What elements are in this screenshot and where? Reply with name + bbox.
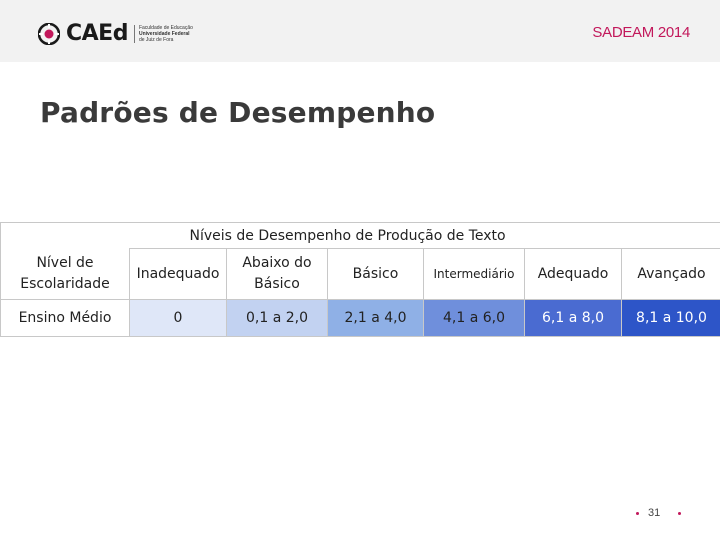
logo-tagline-line: Universidade Federal <box>138 31 190 37</box>
page-number: 31 <box>648 507 661 519</box>
logo-tagline-line: de Juiz de Fora <box>138 37 174 43</box>
logo-tagline: Faculdade de Educação Universidade Feder… <box>133 25 195 43</box>
value-cell-intermediario: 4,1 a 6,0 <box>423 299 525 337</box>
footer-dot-icon <box>678 512 681 515</box>
footer-dot-icon <box>636 512 639 515</box>
header-band <box>0 0 720 62</box>
table-caption-row: Níveis de Desempenho de Produção de Text… <box>0 222 720 249</box>
value-cell-basico: 2,1 a 4,0 <box>327 299 424 337</box>
caed-logo: CAEd Faculdade de Educação Universidade … <box>38 21 195 47</box>
column-header: Abaixo do Básico <box>226 248 328 300</box>
column-header: Inadequado <box>129 248 227 300</box>
table-corner-cell <box>0 222 130 249</box>
caed-logo-icon <box>38 23 60 45</box>
level-header: Nível de Escolaridade <box>0 248 130 300</box>
performance-table: Níveis de Desempenho de Produção de Text… <box>0 222 720 337</box>
value-cell-adequado: 6,1 a 8,0 <box>524 299 622 337</box>
event-label: SADEAM 2014 <box>592 24 690 41</box>
page-title: Padrões de Desempenho <box>40 96 436 129</box>
logo-text: CAEd <box>66 21 128 46</box>
row-level-label: Ensino Médio <box>0 299 130 337</box>
column-header: Intermediário <box>423 248 525 300</box>
logo-tagline-line: Faculdade de Educação <box>138 25 193 31</box>
table-row: Ensino Médio 0 0,1 a 2,0 2,1 a 4,0 4,1 a… <box>0 299 720 337</box>
value-cell-abaixo-do-basico: 0,1 a 2,0 <box>226 299 328 337</box>
column-header: Adequado <box>524 248 622 300</box>
table-header-row: Nível de Escolaridade Inadequado Abaixo … <box>0 248 720 300</box>
slide-footer: 31 <box>626 506 686 522</box>
table-caption: Níveis de Desempenho de Produção de Text… <box>129 222 720 249</box>
column-header: Básico <box>327 248 424 300</box>
value-cell-inadequado: 0 <box>129 299 227 337</box>
column-header: Avançado <box>621 248 720 300</box>
value-cell-avancado: 8,1 a 10,0 <box>621 299 720 337</box>
